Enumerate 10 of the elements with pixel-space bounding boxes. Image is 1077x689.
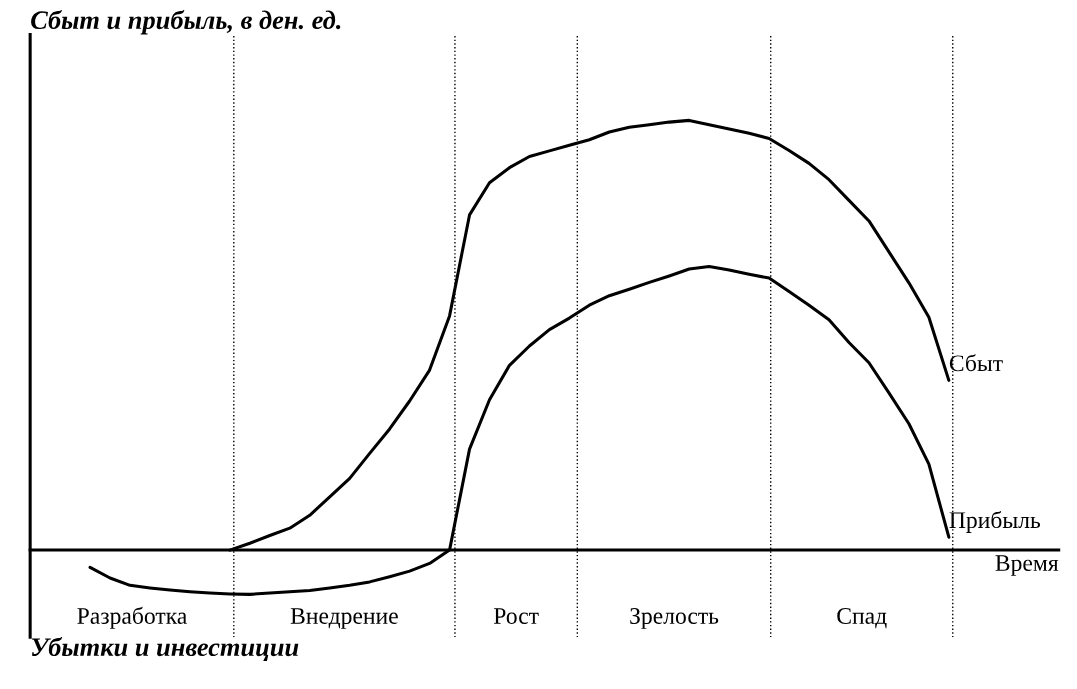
text: Рост <box>493 608 539 624</box>
x-axis-title: Время <box>995 555 1059 576</box>
text: Убытки и инвестиции <box>31 636 299 662</box>
series-label: Сбыт <box>949 354 1003 372</box>
text: Разработка <box>77 606 187 629</box>
text: Зрелость <box>630 608 719 629</box>
text: Внедрение <box>290 608 398 629</box>
series-label: Прибыль <box>949 510 1041 533</box>
text: Спад <box>837 608 887 629</box>
y-axis-title: Сбыт и прибыль, в ден. ед. <box>31 9 341 35</box>
